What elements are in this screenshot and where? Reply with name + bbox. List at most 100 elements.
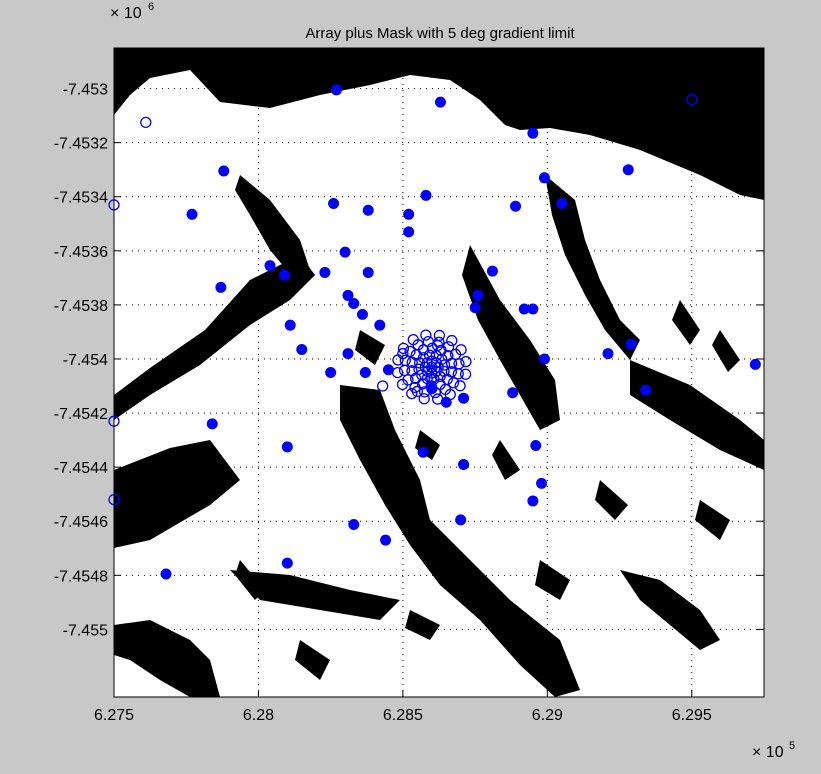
mask-shard-h <box>695 500 730 540</box>
x-multiplier-exp: 5 <box>789 740 795 752</box>
data-point-filled <box>328 197 340 209</box>
data-point-open <box>686 93 698 106</box>
cluster-point <box>418 386 431 398</box>
y-tick-label: -7.453 <box>63 82 108 99</box>
mask-ridge-north <box>235 175 310 280</box>
mask-shard-e <box>595 480 628 520</box>
data-point-filled <box>458 458 470 470</box>
data-point-filled <box>339 246 351 258</box>
x-tick-label: 6.28 <box>243 707 274 724</box>
data-point-filled <box>348 298 360 310</box>
data-point-filled <box>160 568 172 580</box>
y-axis-ticks: -7.455 -7.4548 -7.4546 -7.4544 -7.4542 -7.454… <box>54 82 108 640</box>
data-point-filled <box>330 84 342 96</box>
data-point-filled <box>556 197 568 209</box>
y-tick-label: -7.4546 <box>54 514 108 531</box>
data-point-filled <box>536 477 548 489</box>
cluster-point <box>392 354 404 366</box>
y-multiplier-base: 10 <box>124 5 142 22</box>
plot-area <box>108 47 765 698</box>
mask-shard-g <box>405 610 440 640</box>
cluster-point <box>454 380 466 392</box>
data-point-filled <box>530 440 542 452</box>
y-tick-label: -7.4548 <box>54 568 108 585</box>
cluster-point <box>420 329 432 341</box>
data-point-filled <box>206 418 218 430</box>
cluster-point <box>434 370 446 383</box>
cluster-point <box>433 336 445 348</box>
mask-shard-f <box>415 430 440 460</box>
cluster-point <box>391 366 404 379</box>
y-axis-multiplier: × 10 6 <box>110 1 154 22</box>
mask-lower-band <box>230 570 400 620</box>
y-multiplier-prefix: × <box>110 5 124 22</box>
data-point-filled <box>538 353 550 365</box>
data-point-filled <box>625 338 637 350</box>
data-point-filled <box>538 172 550 184</box>
cluster-point <box>447 377 460 389</box>
data-point-filled <box>382 364 394 376</box>
cluster-point <box>442 341 455 353</box>
data-point-filled <box>602 348 614 360</box>
data-point-filled <box>278 269 290 281</box>
cluster-point <box>446 334 458 347</box>
x-axis-ticks: 6.275 6.28 6.285 6.29 6.295 <box>94 707 712 724</box>
cluster-point <box>399 354 411 367</box>
data-point-filled <box>749 358 761 370</box>
cluster-point <box>406 365 418 377</box>
data-point-filled <box>455 514 467 526</box>
y-tick-label: -7.4544 <box>54 460 108 477</box>
data-point-filled <box>296 344 308 356</box>
data-point-filled <box>527 303 539 315</box>
cluster-point <box>422 335 434 348</box>
svg-text:× 10: × 10 <box>110 5 142 22</box>
data-point-filled <box>284 319 296 331</box>
cluster-point <box>407 334 419 346</box>
cluster-point <box>444 388 456 401</box>
data-point-filled <box>403 208 415 220</box>
mask-left-band <box>114 255 315 420</box>
cluster-point <box>433 329 446 342</box>
data-point-open <box>140 116 152 129</box>
data-point-filled <box>218 165 230 177</box>
cluster-point <box>435 344 447 356</box>
cluster-point <box>418 393 430 405</box>
x-axis-multiplier: × 10 5 <box>752 740 795 761</box>
y-tick-label: -7.4536 <box>54 244 108 261</box>
data-point-filled <box>403 226 415 238</box>
data-point-filled <box>281 441 293 453</box>
data-point-filled <box>622 164 634 176</box>
cluster-point <box>425 380 437 392</box>
x-tick-label: 6.285 <box>383 707 423 724</box>
cluster-point <box>417 352 430 364</box>
data-point-filled <box>374 319 386 331</box>
cluster-point <box>406 387 418 400</box>
mask-shard-c <box>672 300 700 345</box>
mask-south-shard-3 <box>535 560 570 600</box>
cluster-point <box>404 345 416 358</box>
data-point-filled <box>434 96 446 108</box>
data-point-filled <box>472 289 484 301</box>
y-tick-label: -7.454 <box>63 352 108 369</box>
cluster-point <box>429 386 441 399</box>
y-tick-label: -7.4538 <box>54 298 108 315</box>
data-point-filled <box>486 265 498 277</box>
mask-top-black <box>114 48 764 200</box>
y-multiplier-exp: 6 <box>148 1 154 13</box>
data-point-filled <box>527 495 539 507</box>
mask-right-ridge <box>545 175 640 360</box>
data-point-filled <box>507 387 519 399</box>
data-point-filled <box>420 189 432 201</box>
cluster-point <box>445 357 458 370</box>
data-point-filled <box>342 348 354 360</box>
mask-shard-a <box>355 330 385 365</box>
data-point-filled <box>281 557 293 569</box>
data-point-filled <box>380 534 392 546</box>
data-point-filled <box>215 281 227 293</box>
mask-south-shard-2 <box>295 640 330 680</box>
cluster-point <box>432 393 444 405</box>
data-point-filled <box>362 204 374 216</box>
cluster-point <box>396 378 409 391</box>
cluster-point <box>397 342 410 355</box>
data-markers <box>108 84 761 580</box>
